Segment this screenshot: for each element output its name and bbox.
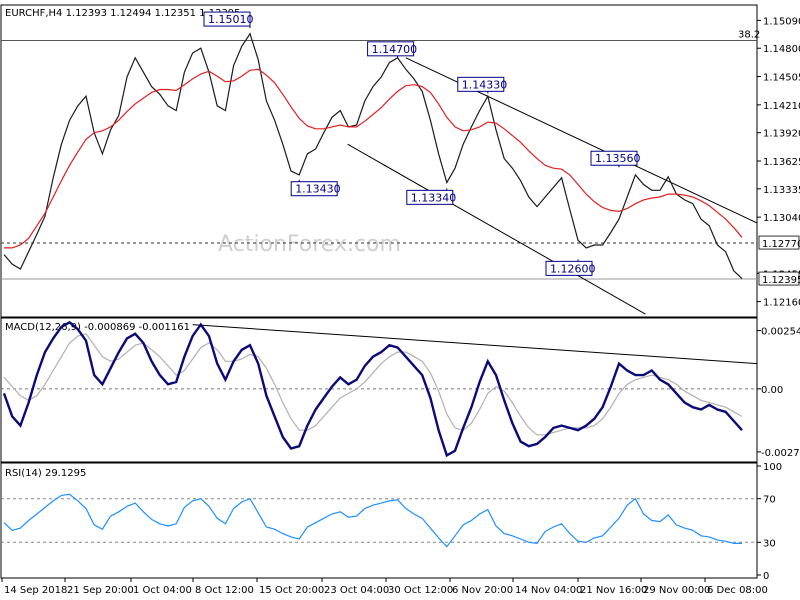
macd-tick-label: -0.002747 bbox=[761, 448, 800, 459]
x-tick-label: 30 Oct 12:00 bbox=[388, 585, 453, 596]
x-tick-label: 29 Nov 00:00 bbox=[643, 585, 710, 596]
x-tick-label: 14 Nov 04:00 bbox=[515, 585, 582, 596]
main-chart-header: EURCHF,H4 1.12393 1.12494 1.12351 1.1239… bbox=[5, 8, 241, 19]
level-label-box bbox=[457, 76, 505, 92]
main-y-axis: 1.15090 1.14800 1.14505 1.14210 1.13920 1.136… bbox=[757, 16, 800, 309]
macd-signal-line bbox=[3, 333, 743, 436]
macd-tick-label: 0.00254 bbox=[761, 327, 800, 338]
level-label-box bbox=[203, 11, 251, 27]
main-annotation-layer: 1.15010 1.13430 1.14700 1.14330 1.13340 1.135… bbox=[203, 11, 641, 276]
rsi-header: RSI(14) 29.1295 bbox=[5, 468, 86, 479]
rsi-tick-label: 30 bbox=[763, 538, 776, 549]
x-tick-label: 21 Sep 20:00 bbox=[67, 585, 134, 596]
reference-price-label-box bbox=[758, 235, 800, 250]
level-label-text: 1.13560 bbox=[595, 152, 641, 165]
y-tick-label: 1.13040 bbox=[763, 213, 800, 224]
level-label-box bbox=[290, 181, 338, 197]
watermark: ActionForex.com bbox=[218, 232, 401, 257]
macd-line bbox=[2, 320, 743, 458]
y-tick-label: 1.15090 bbox=[763, 16, 800, 27]
rsi-panel-frame bbox=[0, 462, 758, 579]
level-label-text: 1.14330 bbox=[462, 78, 508, 91]
macd-header: MACD(12,26,9) -0.000869 -0.001161 bbox=[5, 322, 190, 333]
level-label-box bbox=[545, 260, 593, 276]
level-label-text: 1.14700 bbox=[372, 43, 418, 56]
main-lines-layer bbox=[3, 32, 758, 315]
macd-trendline bbox=[192, 324, 758, 365]
y-tick-label: 1.13335 bbox=[763, 185, 800, 196]
channel-lower-line bbox=[347, 143, 646, 315]
fib-level-label: 38.2 bbox=[738, 30, 760, 41]
y-tick-label: 1.14210 bbox=[763, 101, 800, 112]
x-tick-label: 14 Sep 2018 bbox=[4, 585, 67, 596]
macd-layer: 0.00254 0.00 -0.002747 bbox=[1, 320, 800, 459]
macd-panel-frame bbox=[0, 317, 758, 463]
macd-tick-label: 0.00 bbox=[761, 385, 783, 396]
x-axis: 14 Sep 2018 21 Sep 20:00 1 Oct 04:00 8 Oct … bbox=[1, 578, 768, 596]
x-tick-label: 23 Oct 04:00 bbox=[324, 585, 389, 596]
y-tick-label: 1.14505 bbox=[763, 73, 800, 84]
rsi-tick-label: 70 bbox=[763, 495, 776, 506]
level-label-text: 1.12600 bbox=[550, 262, 596, 275]
y-tick-label: 1.13920 bbox=[763, 129, 800, 140]
y-tick-label: 1.14800 bbox=[763, 44, 800, 55]
main-grid-layer: 38.2 bbox=[1, 30, 760, 280]
x-tick-label: 1 Oct 04:00 bbox=[133, 585, 192, 596]
last-price-label-box bbox=[758, 271, 800, 286]
x-tick-label: 8 Oct 12:00 bbox=[195, 585, 254, 596]
rsi-tick-label: 0 bbox=[763, 571, 769, 582]
rsi-layer: 100 70 30 0 bbox=[1, 462, 782, 582]
x-tick-label: 21 Nov 16:00 bbox=[580, 585, 647, 596]
level-label-text: 1.15010 bbox=[208, 13, 254, 26]
rsi-line bbox=[3, 493, 742, 548]
level-label-box bbox=[590, 150, 638, 166]
level-label-box bbox=[406, 189, 454, 205]
rsi-tick-label: 100 bbox=[763, 462, 782, 473]
price-series-line bbox=[3, 32, 743, 280]
level-label-text: 1.13340 bbox=[411, 191, 457, 204]
x-tick-label: 6 Nov 20:00 bbox=[452, 585, 513, 596]
last-price-label: 1.12395 bbox=[762, 275, 800, 286]
y-tick-label: 1.13625 bbox=[763, 157, 800, 168]
y-tick-label: 1.12160 bbox=[763, 298, 800, 309]
moving-average-line bbox=[4, 68, 743, 249]
reference-price-label: 1.12770 bbox=[762, 239, 800, 250]
level-label-text: 1.13430 bbox=[295, 183, 341, 196]
level-label-box bbox=[367, 41, 415, 57]
x-tick-label: 6 Dec 08:00 bbox=[707, 585, 768, 596]
x-tick-label: 15 Oct 20:00 bbox=[259, 585, 324, 596]
